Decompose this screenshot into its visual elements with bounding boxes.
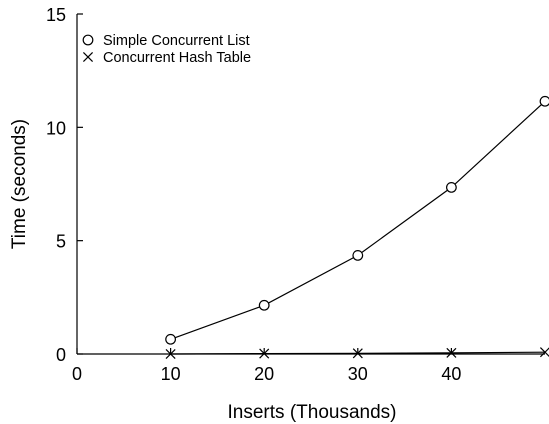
x-tick-label: 10 [161, 364, 181, 384]
series-1 [165, 95, 549, 345]
axes: 0 10 20 30 40 0 5 10 15 Inserts (Thousands) Time (… [9, 5, 545, 423]
cross-stroke [82, 51, 94, 63]
x-tick-label: 40 [441, 364, 461, 384]
legend-circle-marker [82, 34, 94, 46]
circle-marker [446, 181, 457, 193]
cross-marker [352, 348, 363, 359]
y-tick-label: 0 [56, 345, 66, 365]
legend-item: Concurrent Hash Table [82, 50, 251, 66]
series-layer [165, 95, 549, 360]
cross-stroke [352, 348, 363, 359]
cross-marker [446, 347, 457, 358]
series-2 [165, 347, 549, 360]
y-axis-title: Time (seconds) [9, 119, 30, 249]
circle-marker [258, 299, 270, 311]
legend-item: Simple Concurrent List [82, 33, 250, 49]
cross-stroke [539, 347, 549, 358]
cross-marker [165, 348, 176, 360]
cross-stroke [446, 347, 457, 358]
x-tick-label: 0 [72, 364, 82, 384]
x-tick-label: 30 [348, 364, 368, 384]
cross-marker [259, 348, 270, 359]
y-tick-label: 10 [46, 118, 66, 138]
cross-marker [539, 347, 549, 358]
x-tick-label: 20 [254, 364, 274, 384]
circle-marker [165, 333, 177, 345]
legend-label: Concurrent Hash Table [103, 50, 251, 66]
x-axis-title: Inserts (Thousands) [228, 402, 397, 423]
y-tick-label: 5 [56, 232, 66, 252]
circle-marker [352, 249, 364, 261]
legend-label: Simple Concurrent List [103, 33, 250, 49]
cross-stroke [259, 348, 270, 359]
series-line [170, 100, 546, 340]
cross-stroke [165, 348, 176, 360]
circle-marker [539, 95, 549, 107]
y-tick-label: 15 [46, 5, 66, 25]
legend-cross-marker [82, 51, 94, 63]
